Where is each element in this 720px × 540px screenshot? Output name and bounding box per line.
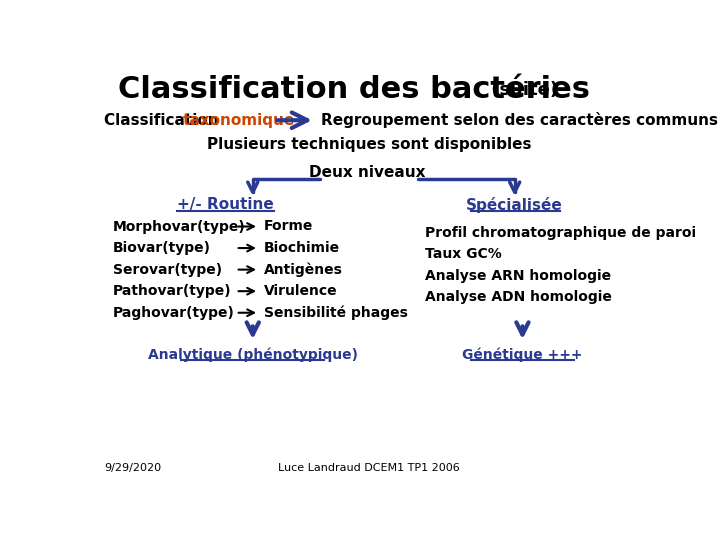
Text: Biochimie: Biochimie (264, 241, 340, 255)
Text: Pathovar(type): Pathovar(type) (113, 284, 232, 298)
Text: Génétique +++: Génétique +++ (462, 347, 582, 362)
Text: Analytique (phénotypique): Analytique (phénotypique) (148, 347, 358, 362)
Text: +/- Routine: +/- Routine (177, 198, 274, 212)
Text: Classification des bactéries: Classification des bactéries (117, 75, 590, 104)
Text: (suite): (suite) (485, 81, 559, 99)
Text: Luce Landraud DCEM1 TP1 2006: Luce Landraud DCEM1 TP1 2006 (278, 463, 460, 473)
Text: Forme: Forme (264, 219, 313, 233)
Text: Paghovar(type): Paghovar(type) (113, 306, 235, 320)
Text: taxonomique: taxonomique (183, 113, 295, 128)
Text: Deux niveaux: Deux niveaux (309, 165, 426, 180)
Text: Profil chromatographique de paroi: Profil chromatographique de paroi (425, 226, 696, 240)
Text: Sensibilité phages: Sensibilité phages (264, 306, 408, 320)
Text: Antigènes: Antigènes (264, 262, 343, 277)
Text: Spécialisée: Spécialisée (467, 197, 563, 213)
Text: Morphovar(type): Morphovar(type) (113, 219, 246, 233)
Text: Taux GC%: Taux GC% (425, 247, 502, 261)
Text: Plusieurs techniques sont disponibles: Plusieurs techniques sont disponibles (207, 137, 531, 152)
Text: Analyse ADN homologie: Analyse ADN homologie (425, 291, 612, 305)
Text: Classification: Classification (104, 113, 224, 128)
Text: Serovar(type): Serovar(type) (113, 262, 222, 276)
Text: Regroupement selon des caractères communs: Regroupement selon des caractères commun… (321, 112, 718, 128)
Text: Analyse ARN homologie: Analyse ARN homologie (425, 269, 611, 283)
Text: Virulence: Virulence (264, 284, 337, 298)
Text: 9/29/2020: 9/29/2020 (104, 463, 161, 473)
Text: Biovar(type): Biovar(type) (113, 241, 211, 255)
